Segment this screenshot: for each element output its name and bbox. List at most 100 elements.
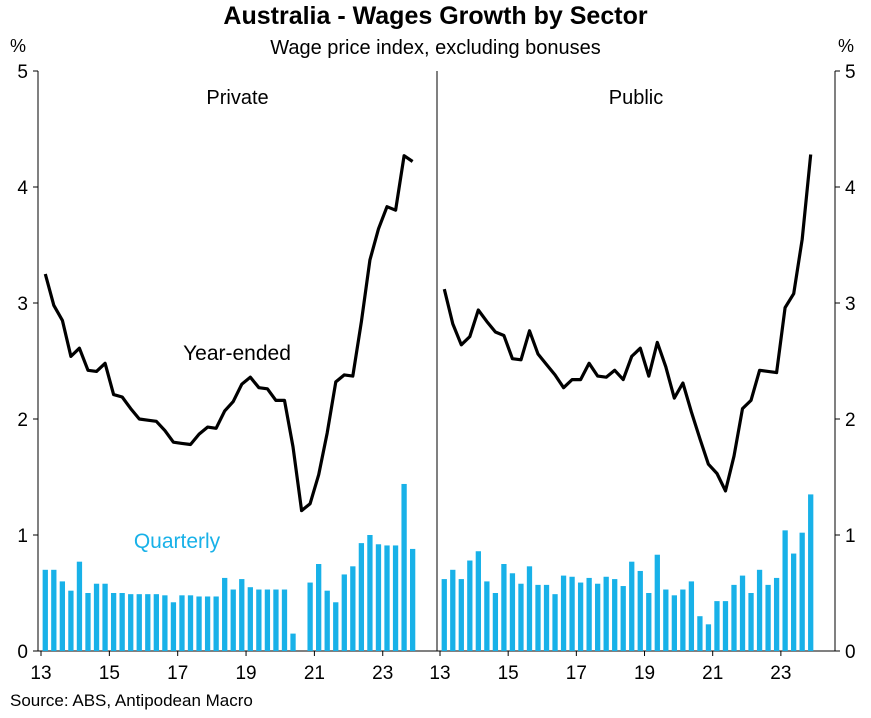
quarterly-bar-public [603,576,609,651]
quarterly-bar-public [808,494,814,651]
quarterly-bar-public [484,581,490,651]
quarterly-bar-public [518,583,524,651]
quarterly-bar-private [196,596,202,651]
quarterly-bar-public [560,575,567,651]
quarterly-bar-private [281,589,288,651]
source-note: Source: ABS, Antipodean Macro [10,691,253,710]
quarterly-bar-private [51,569,57,651]
chart-title: Australia - Wages Growth by Sector [223,2,648,30]
quarterly-bar-private [162,595,168,651]
quarterly-bar-public [450,569,456,651]
quarterly-bar-public [586,577,592,651]
quarterly-bar-public [526,566,533,651]
quarterly-bar-private [375,544,382,651]
quarterly-bar-public [458,579,464,651]
year-ended-line-private [43,154,414,513]
right-axis-unit: % [838,36,855,56]
right-y-tick-label: 2 [845,410,856,431]
quarterly-bar-private [187,595,194,651]
x-tick-label: 23 [372,663,393,684]
chart-subtitle: Wage price index, excluding bonuses [270,37,601,59]
quarterly-bar-public [475,551,481,651]
quarterly-bar-private [333,602,339,651]
left-y-tick-label: 5 [17,62,28,83]
quarterly-bar-public [773,577,780,651]
quarterly-bar-public [688,581,695,651]
quarterly-bar-private [401,483,407,651]
quarterly-bar-private [341,574,347,651]
quarterly-bar-private [307,582,313,651]
quarterly-bar-public [765,584,771,651]
quarterly-bar-private [324,590,330,651]
quarterly-bar-private [264,589,271,651]
quarterly-bar-private [59,581,66,651]
quarterly-bar-private [179,595,185,651]
quarterly-bar-private [247,587,253,651]
x-tick-label: 17 [167,663,188,684]
panel-label-public: Public [609,87,663,109]
quarterly-bar-private [145,594,151,651]
quarterly-bar-private [358,543,365,651]
x-tick-label: 23 [770,663,791,684]
quarterly-bar-private [102,583,108,651]
quarterly-bar-public [739,575,746,651]
quarterly-bar-public [492,593,499,651]
quarterly-bar-private [213,596,219,651]
quarterly-annotation: Quarterly [134,530,221,553]
quarterly-bar-public [697,616,703,651]
quarterly-bar-public [782,530,788,651]
quarterly-bar-public [535,584,541,651]
right-y-tick-label: 1 [845,526,856,547]
quarterly-bar-public [646,593,652,651]
quarterly-bar-private [68,590,74,651]
x-tick-label: 13 [429,663,450,684]
quarterly-bar-private [85,593,91,651]
quarterly-bar-private [392,545,399,651]
quarterly-bar-private [93,583,100,651]
quarterly-bar-public [799,532,805,651]
left-y-tick-label: 3 [17,294,28,315]
quarterly-bar-public [441,579,447,651]
quarterly-bar-public [595,583,601,651]
quarterly-bar-private [222,577,228,651]
quarterly-bar-private [119,593,125,651]
x-tick-label: 21 [702,663,723,684]
quarterly-bar-private [273,589,279,651]
x-tick-label: 15 [498,663,519,684]
quarterly-bar-private [170,602,177,651]
x-tick-label: 17 [566,663,587,684]
panel-label-private: Private [206,87,268,109]
quarterly-bar-private [153,594,159,651]
quarterly-bar-public [509,573,516,651]
quarterly-bar-private [204,596,211,651]
x-tick-label: 21 [304,663,325,684]
left-y-tick-label: 4 [17,178,28,199]
quarterly-bar-private [76,561,83,651]
left-y-tick-label: 2 [17,410,28,431]
quarterly-bar-private [384,545,390,651]
quarterly-bar-public [620,586,626,651]
quarterly-bar-private [409,548,416,651]
left-y-tick-label: 1 [17,526,28,547]
quarterly-bar-private [367,535,373,651]
quarterly-bar-private [110,593,117,651]
x-tick-label: 13 [30,663,51,684]
quarterly-bar-public [663,589,669,651]
quarterly-bar-public [637,570,643,651]
x-tick-label: 19 [634,663,655,684]
quarterly-bar-public [612,579,618,651]
quarterly-bar-public [680,589,686,651]
quarterly-bar-public [629,561,635,651]
quarterly-bar-public [671,595,677,651]
quarterly-bar-public [501,564,507,651]
x-tick-label: 19 [235,663,256,684]
quarterly-bar-private [256,589,262,651]
quarterly-bar-public [467,560,473,651]
quarterly-bar-public [577,582,584,651]
year-ended-annotation: Year-ended [183,342,291,365]
right-y-tick-label: 0 [845,642,856,663]
quarterly-bar-private [350,566,356,651]
right-y-tick-label: 5 [845,62,856,83]
quarterly-bar-private [230,589,236,651]
